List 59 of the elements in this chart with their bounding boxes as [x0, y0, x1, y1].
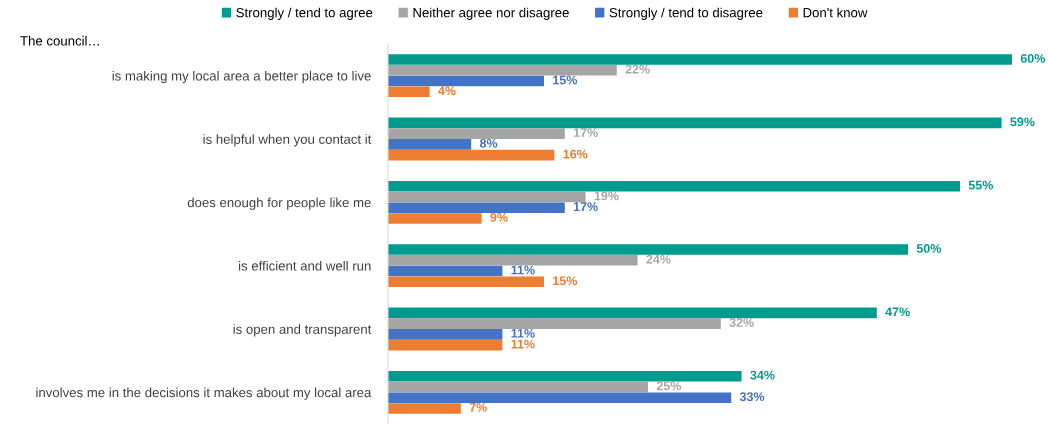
bar: [388, 75, 544, 87]
data-label: 4%: [438, 86, 456, 96]
data-label: 34%: [750, 370, 775, 380]
bar: [388, 65, 617, 76]
data-label: 22%: [625, 64, 650, 74]
bar: [388, 370, 742, 382]
data-label: 15%: [553, 276, 578, 286]
data-label: 55%: [968, 180, 994, 190]
bar: [388, 54, 1012, 65]
y-tick-label: involves me in the decisions it makes about my local area: [36, 387, 372, 400]
bar: [388, 339, 503, 351]
bar: [388, 213, 482, 224]
bar: [388, 117, 1002, 129]
data-label: 25%: [656, 381, 682, 391]
bar: [388, 191, 586, 203]
bar: [388, 329, 503, 340]
data-label: 17%: [573, 202, 598, 212]
data-label: 11%: [511, 339, 535, 349]
data-label: 11%: [511, 328, 535, 338]
data-label: 8%: [479, 138, 498, 148]
data-label: 19%: [594, 191, 619, 201]
bar: [388, 149, 555, 161]
data-label: 15%: [553, 75, 578, 85]
data-label: 7%: [469, 403, 487, 412]
bar: [388, 318, 721, 329]
bar: [388, 403, 461, 414]
data-label: 9%: [490, 212, 508, 222]
bar: [388, 139, 472, 150]
y-tick-label: is efficient and well run: [238, 260, 371, 271]
data-label: 47%: [885, 307, 910, 317]
y-tick-label: is making my local area a better place to live: [112, 70, 371, 84]
data-label: 16%: [563, 149, 588, 159]
y-tick-label: does enough for people like me: [187, 197, 371, 210]
bar: [388, 86, 430, 98]
legend-label: Don't know: [803, 7, 868, 18]
data-label: 33%: [739, 392, 765, 402]
data-label: 32%: [729, 318, 754, 327]
legend-label: Strongly / tend to disagree: [609, 7, 763, 20]
text: The council…: [20, 35, 99, 46]
data-label: 50%: [916, 244, 942, 253]
bar: [388, 276, 544, 288]
legend-label: Neither agree nor disagree: [413, 7, 569, 20]
bar: [388, 128, 565, 139]
y-tick-label: is helpful when you contact it: [203, 134, 372, 147]
data-label: 11%: [511, 265, 535, 275]
bar: [388, 255, 638, 266]
bar: [388, 244, 908, 255]
data-label: 60%: [1020, 54, 1046, 63]
bar: [388, 265, 503, 277]
bar: [388, 202, 565, 213]
bar: [388, 392, 732, 403]
y-tick-label: is open and transparent: [233, 324, 372, 337]
legend-label: Strongly / tend to agree: [236, 7, 373, 20]
bar: [388, 307, 877, 319]
bar: [388, 180, 960, 192]
data-label: 17%: [573, 128, 598, 137]
data-label: 59%: [1010, 117, 1035, 127]
bar: [388, 381, 648, 393]
data-label: 24%: [646, 254, 671, 264]
